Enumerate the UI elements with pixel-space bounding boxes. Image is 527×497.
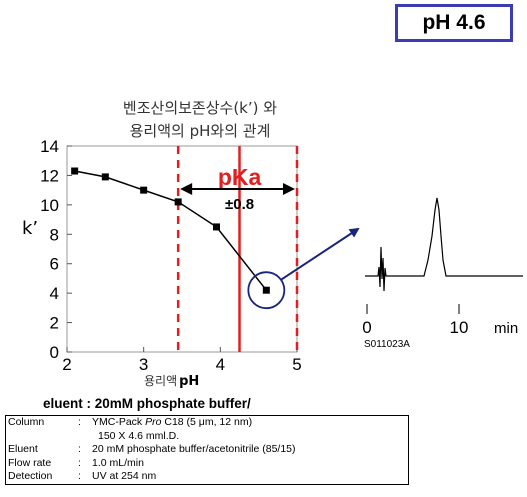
condition-colon [76, 430, 90, 444]
data-point [262, 286, 270, 294]
y-tick-label: 6 [50, 255, 59, 274]
pka-label: pKa [218, 164, 262, 190]
pka-range-arrow-right-head [283, 183, 295, 195]
pka-range-label: ±0.8 [225, 196, 254, 213]
pka-reference-lines [176, 146, 299, 352]
x-axis-label: 용리액 pH [144, 374, 199, 389]
highlight-circle [247, 271, 286, 310]
condition-colon: : [78, 443, 81, 455]
x-tick-label: 4 [216, 355, 225, 374]
condition-value: 150 X 4.6 mml.D. [98, 429, 180, 442]
chart-title-line-2: 용리액의 pH와의 관계 [129, 122, 271, 140]
highlight-arrow [279, 227, 360, 282]
data-points [71, 167, 270, 294]
ph-badge: pH 4.6 [395, 4, 513, 42]
data-point [174, 198, 182, 206]
pka-range-arrow-left-head [180, 183, 193, 195]
condition-row: 150 X 4.6 mml.D. [6, 430, 409, 444]
series-line [74, 170, 267, 291]
condition-value: 1.0 mL/min [92, 456, 144, 469]
chromatogram-tick-label-0: 0 [362, 318, 371, 337]
chromatogram-tick-label-10: 10 [450, 318, 469, 337]
data-point [140, 186, 148, 194]
condition-colon: : [78, 416, 81, 428]
condition-row: Flow rate : 1.0 mL/min [6, 457, 409, 471]
condition-key: Detection [8, 470, 53, 482]
conditions-table: Column : YMC-Pack Pro C18 (5 μm, 12 nm) … [5, 415, 409, 485]
y-axis-label: k’ [22, 218, 38, 239]
condition-colon: : [78, 456, 81, 469]
x-axis-label-prefix: 용리액 [144, 374, 177, 388]
condition-key: Column [8, 416, 45, 428]
condition-value-italic: Pro [145, 416, 162, 428]
x-tick-label: 5 [292, 355, 301, 374]
condition-value: YMC-Pack Pro C18 (5 μm, 12 nm) [92, 416, 253, 428]
data-point [101, 173, 109, 181]
chromatogram-unit: min [494, 320, 518, 337]
condition-key: Flow rate [8, 456, 52, 469]
condition-value: 20 mM phosphate buffer/acetonitrile (85/… [92, 443, 296, 455]
x-axis: 2 3 4 5 [62, 347, 302, 374]
y-tick-label: 4 [50, 284, 59, 303]
condition-colon: : [78, 470, 81, 482]
y-axis: 0 2 4 6 8 10 12 14 [40, 137, 72, 362]
condition-value: UV at 254 nm [92, 470, 157, 482]
condition-key [6, 430, 77, 444]
y-tick-label: 8 [50, 225, 59, 244]
chromatogram-trace [365, 197, 523, 292]
x-tick-label: 2 [62, 355, 71, 374]
x-tick-label: 3 [139, 355, 148, 374]
condition-row: Column : YMC-Pack Pro C18 (5 μm, 12 nm) [6, 416, 409, 430]
sample-id: S011023A [364, 339, 410, 350]
y-tick-label: 2 [50, 314, 59, 333]
y-tick-label: 12 [40, 166, 59, 185]
eluent-title: eluent : 20mM phosphate buffer/ [43, 396, 251, 411]
chromatogram: 0 10 min [362, 197, 523, 337]
y-tick-label: 14 [40, 137, 59, 156]
chart-title-line-1: 벤조산의보존상수(k’) 와 [122, 99, 278, 117]
condition-row: Detection : UV at 254 nm [6, 470, 409, 484]
chart-title: 벤조산의보존상수(k’) 와 용리액의 pH와의 관계 [90, 97, 310, 143]
data-point [213, 223, 220, 231]
condition-key: Eluent [8, 443, 38, 455]
y-tick-label: 10 [40, 196, 59, 215]
y-tick-label: 0 [50, 343, 59, 362]
ph-badge-label: pH 4.6 [422, 11, 486, 34]
data-point [71, 167, 79, 175]
x-axis-label-suffix: pH [179, 374, 199, 389]
condition-row: Eluent : 20 mM phosphate buffer/acetonit… [6, 443, 409, 457]
